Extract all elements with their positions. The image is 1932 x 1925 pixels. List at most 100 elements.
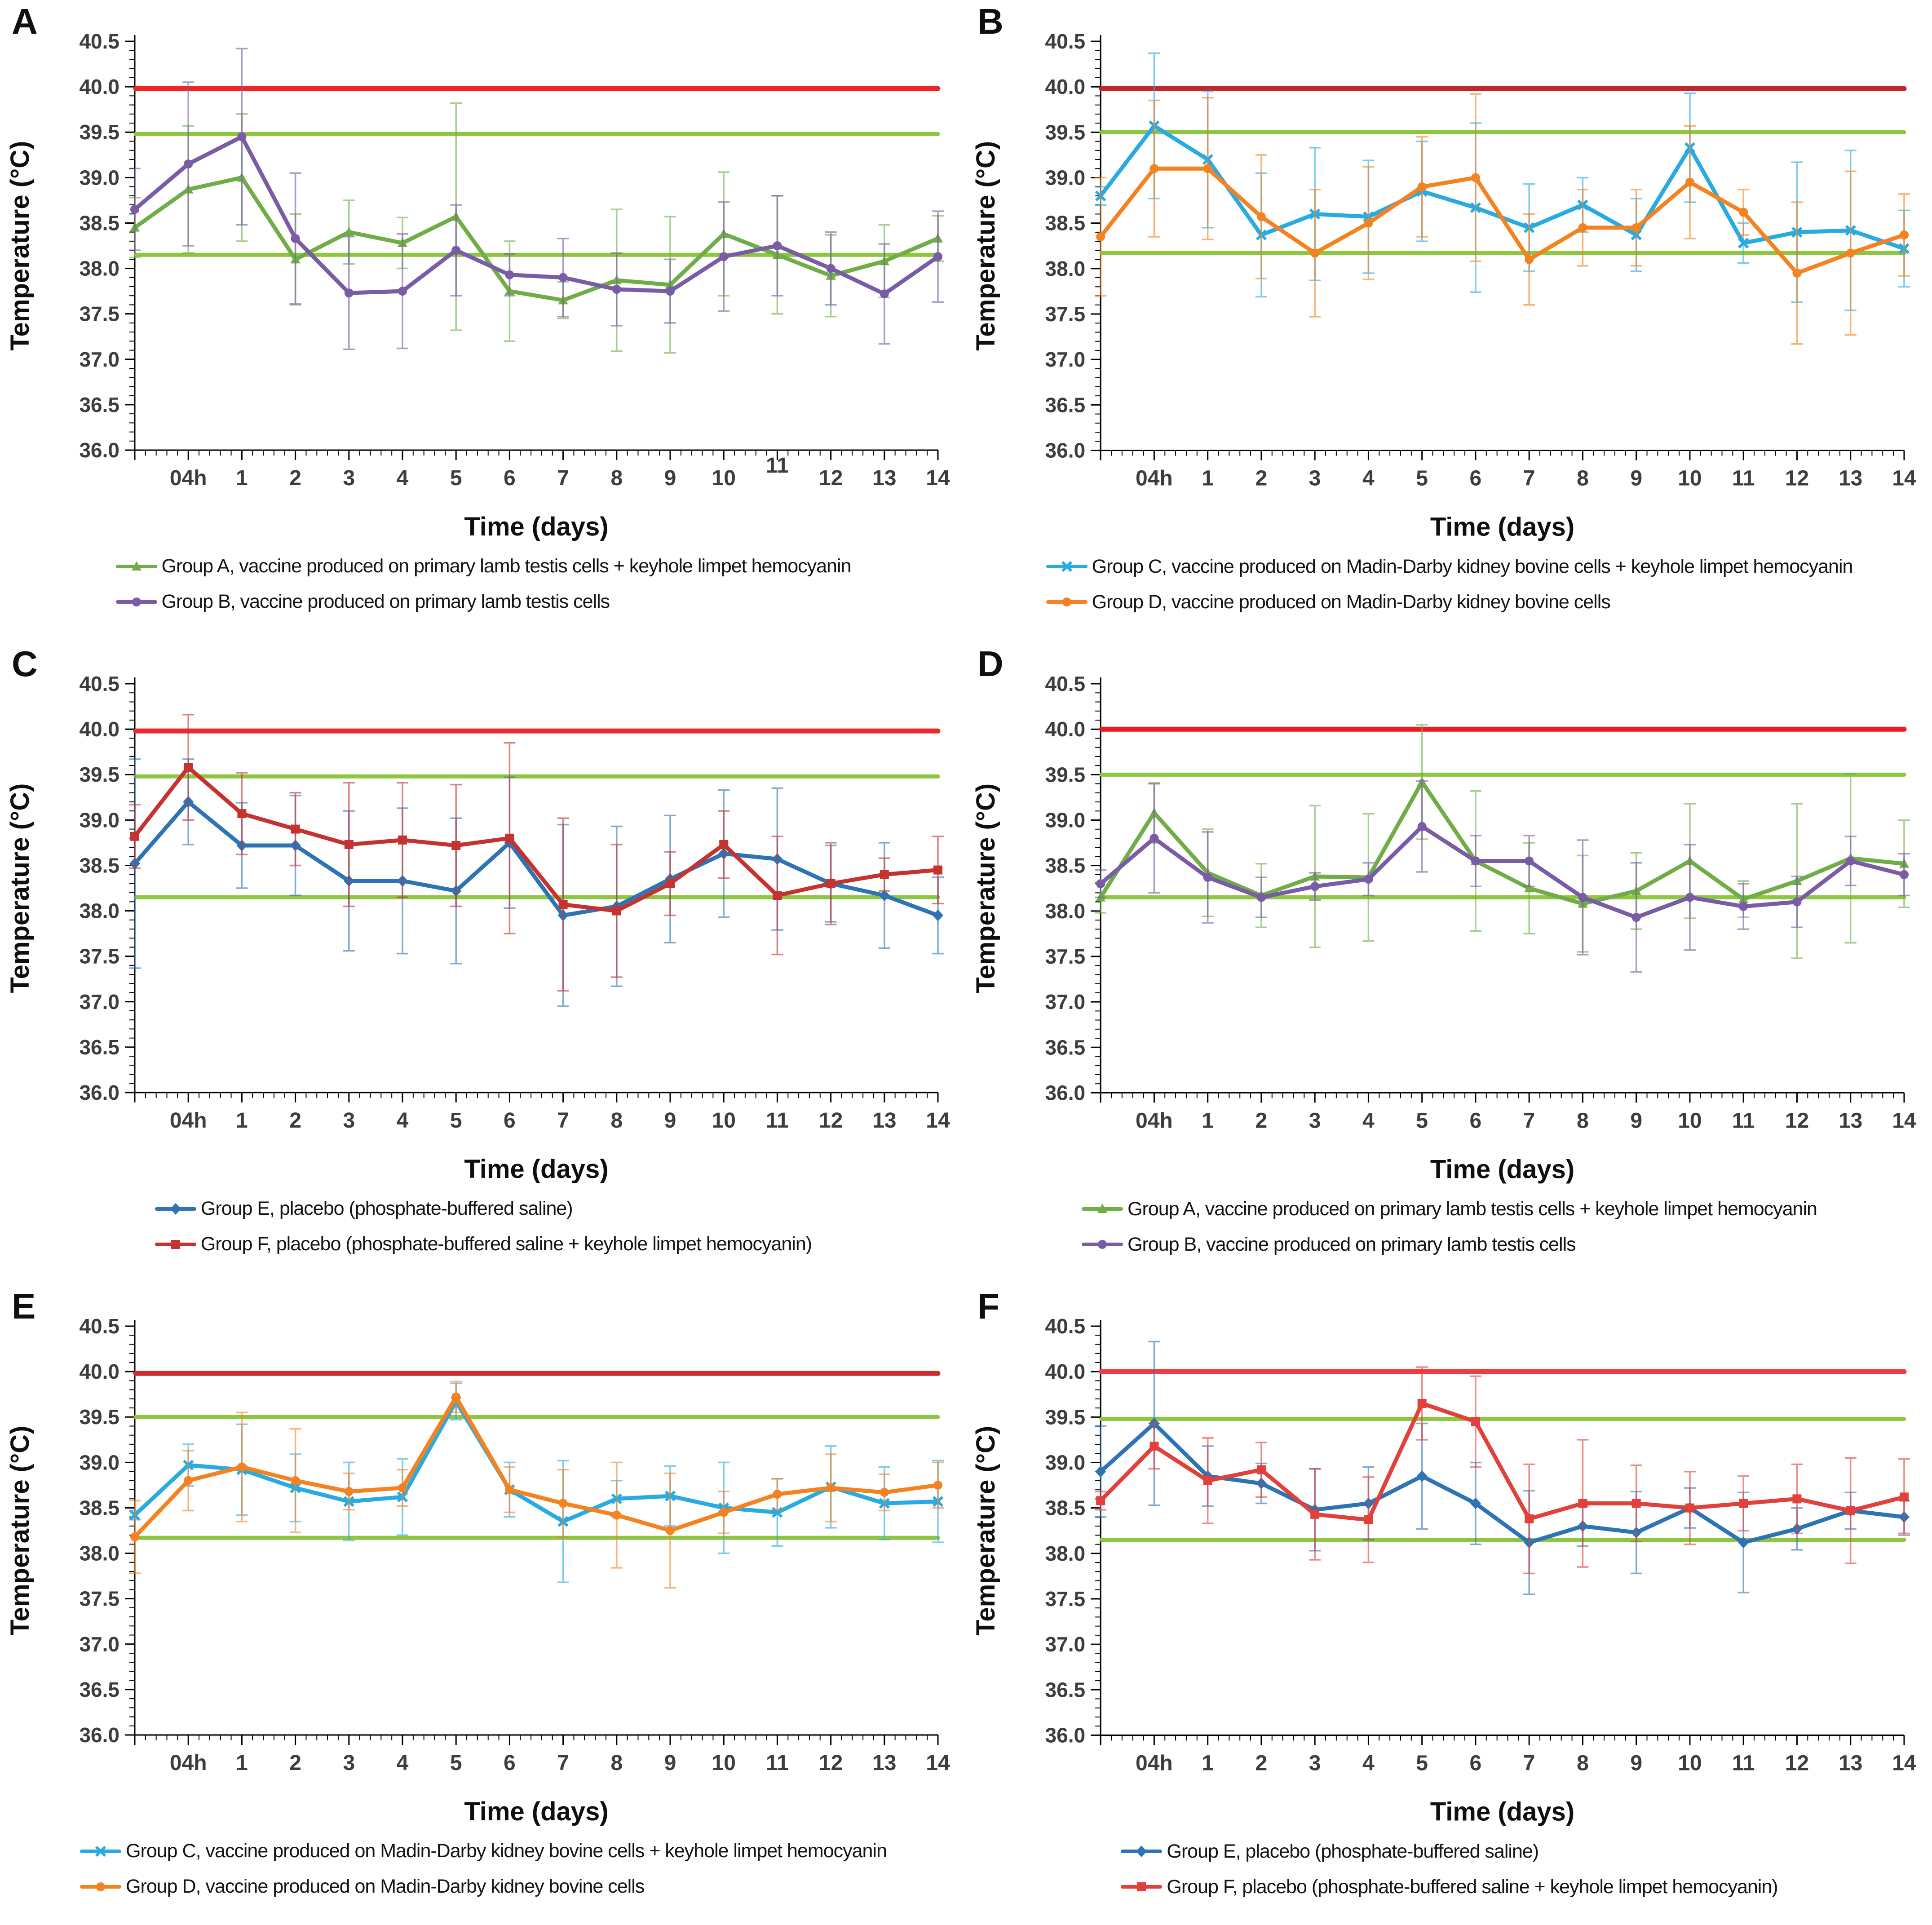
x-tick-label: 5 <box>1416 466 1428 490</box>
x-tick-label: 13 <box>872 1109 896 1133</box>
data-point-marker <box>95 1845 106 1857</box>
y-tick-label: 37.5 <box>79 1587 119 1611</box>
y-tick-label: 39.0 <box>79 166 119 189</box>
x-tick-label: 14 <box>1892 1109 1916 1133</box>
panel-E: E 36.0 36.5 37.0 37.5 38.0 38.5 39.0 39.5 40.0 40.… <box>0 1285 966 1925</box>
legend-row: Group A, vaccine produced on primary lam… <box>1081 1198 1817 1220</box>
x-tick-label: 2 <box>1256 466 1268 490</box>
legend-marker-icon <box>1120 1878 1163 1896</box>
x-tick-label: 12 <box>819 1751 843 1775</box>
panel-letter: C <box>12 644 38 684</box>
series-C-0 <box>129 758 944 1007</box>
error-bars <box>1095 724 1910 959</box>
error-bars <box>129 1381 944 1589</box>
x-tick-label: 9 <box>664 1109 676 1133</box>
y-tick-label: 36.0 <box>1045 1081 1086 1104</box>
data-point-marker <box>880 870 889 879</box>
y-tick-label: 38.5 <box>1045 1496 1086 1520</box>
y-tick-label: 40.0 <box>1045 75 1086 98</box>
data-point-marker <box>1578 893 1587 902</box>
legend-marker-icon <box>115 593 158 611</box>
x-tick-label: 8 <box>1577 1109 1589 1133</box>
legend-marker-icon <box>154 1200 197 1218</box>
data-point-marker <box>666 287 675 296</box>
series-line <box>1098 124 1906 251</box>
data-point-marker <box>130 832 139 841</box>
data-point-marker <box>1739 902 1748 911</box>
data-point-marker <box>1417 182 1427 191</box>
data-point-marker <box>451 246 461 255</box>
data-point-marker <box>1524 883 1534 893</box>
data-point-marker <box>1525 856 1534 866</box>
x-tick-label: 04h <box>170 466 207 490</box>
x-tick-label: 1 <box>236 1751 248 1775</box>
x-tick-label: 3 <box>1309 466 1321 490</box>
x-axis-title: Time (days) <box>464 512 608 541</box>
data-point-marker <box>237 809 247 819</box>
data-point-marker <box>879 889 890 902</box>
data-point-marker <box>1417 822 1427 831</box>
y-axis-title: Temperature (°C) <box>971 783 1000 993</box>
x-tick-label: 04h <box>170 1109 207 1133</box>
data-point-marker <box>1846 856 1855 866</box>
data-point-marker <box>130 205 139 214</box>
error-bars <box>129 1382 944 1584</box>
x-tick-label: 11 <box>1732 1109 1755 1133</box>
data-point-marker <box>1310 248 1320 258</box>
data-point-marker <box>1738 238 1749 249</box>
chart-canvas-A: 36.0 36.5 37.0 37.5 38.0 38.5 39.0 39.5 40.0 40.5… <box>5 30 950 541</box>
x-tick-label: 9 <box>664 1751 676 1775</box>
data-point-marker <box>1096 1496 1105 1505</box>
data-point-marker <box>184 1476 193 1485</box>
legend-marker-icon <box>115 558 158 575</box>
y-tick-label: 39.5 <box>79 1405 119 1429</box>
y-tick-label: 39.5 <box>79 120 119 144</box>
data-point-marker <box>1685 177 1694 187</box>
data-point-marker <box>1136 1845 1147 1858</box>
data-point-marker <box>1062 597 1071 607</box>
y-tick-label: 39.0 <box>1045 166 1086 190</box>
y-tick-label: 40.5 <box>79 1314 119 1338</box>
y-axis-title: Temperature (°C) <box>5 783 35 993</box>
x-tick-label: 5 <box>450 466 462 490</box>
data-point-marker <box>344 840 354 849</box>
x-tick-label: 04h <box>170 1751 207 1775</box>
legend-label: Group B, vaccine produced on primary lam… <box>161 591 610 612</box>
data-point-marker <box>880 1488 889 1497</box>
y-tick-label: 38.5 <box>1045 212 1086 235</box>
x-tick-label: 13 <box>872 466 896 490</box>
data-point-marker <box>1578 1499 1587 1508</box>
x-tick-label: 13 <box>1839 466 1862 490</box>
data-point-marker <box>1738 1536 1749 1549</box>
series-B-0 <box>1095 52 1910 311</box>
panel-letter: A <box>12 1 38 41</box>
y-tick-label: 38.0 <box>79 899 119 923</box>
panel-letter: E <box>12 1286 35 1326</box>
legend-label: Group F, placebo (phosphate-buffered sal… <box>200 1233 812 1255</box>
x-tick-label: 4 <box>1362 466 1375 490</box>
x-tick-label: 5 <box>450 1109 462 1133</box>
x-axis-title: Time (days) <box>464 1797 608 1826</box>
data-point-marker <box>1203 1476 1212 1485</box>
x-tick-label: 3 <box>343 1751 355 1775</box>
series-line <box>1098 1421 1906 1545</box>
data-point-marker <box>719 252 729 261</box>
data-point-marker <box>1899 230 1909 239</box>
legend-row: Group B, vaccine produced on primary lam… <box>115 591 851 613</box>
x-tick-label: 10 <box>712 1109 736 1133</box>
y-tick-label: 38.0 <box>1045 1542 1086 1565</box>
x-tick-label: 2 <box>1256 1751 1268 1775</box>
y-tick-label: 37.5 <box>1045 1587 1086 1611</box>
x-tick-label: 5 <box>1416 1109 1428 1133</box>
data-point-marker <box>1137 1882 1146 1892</box>
series-line <box>1098 166 1906 275</box>
chart-canvas-D: 36.0 36.5 37.0 37.5 38.0 38.5 39.0 39.5 40.0 40.5… <box>971 672 1916 1184</box>
panel-C: C 36.0 36.5 37.0 37.5 38.0 38.5 39.0 39.5 40.0 40.… <box>0 642 966 1285</box>
data-point-marker <box>1631 912 1641 922</box>
data-point-marker <box>933 909 943 921</box>
legend-label: Group C, vaccine produced on Madin-Darby… <box>126 1840 887 1862</box>
series-F-1 <box>1095 1366 1910 1575</box>
legend-row: Group F, placebo (phosphate-buffered sal… <box>1120 1876 1778 1898</box>
x-tick-label: 14 <box>926 466 950 490</box>
x-tick-label: 1 <box>1202 466 1214 490</box>
